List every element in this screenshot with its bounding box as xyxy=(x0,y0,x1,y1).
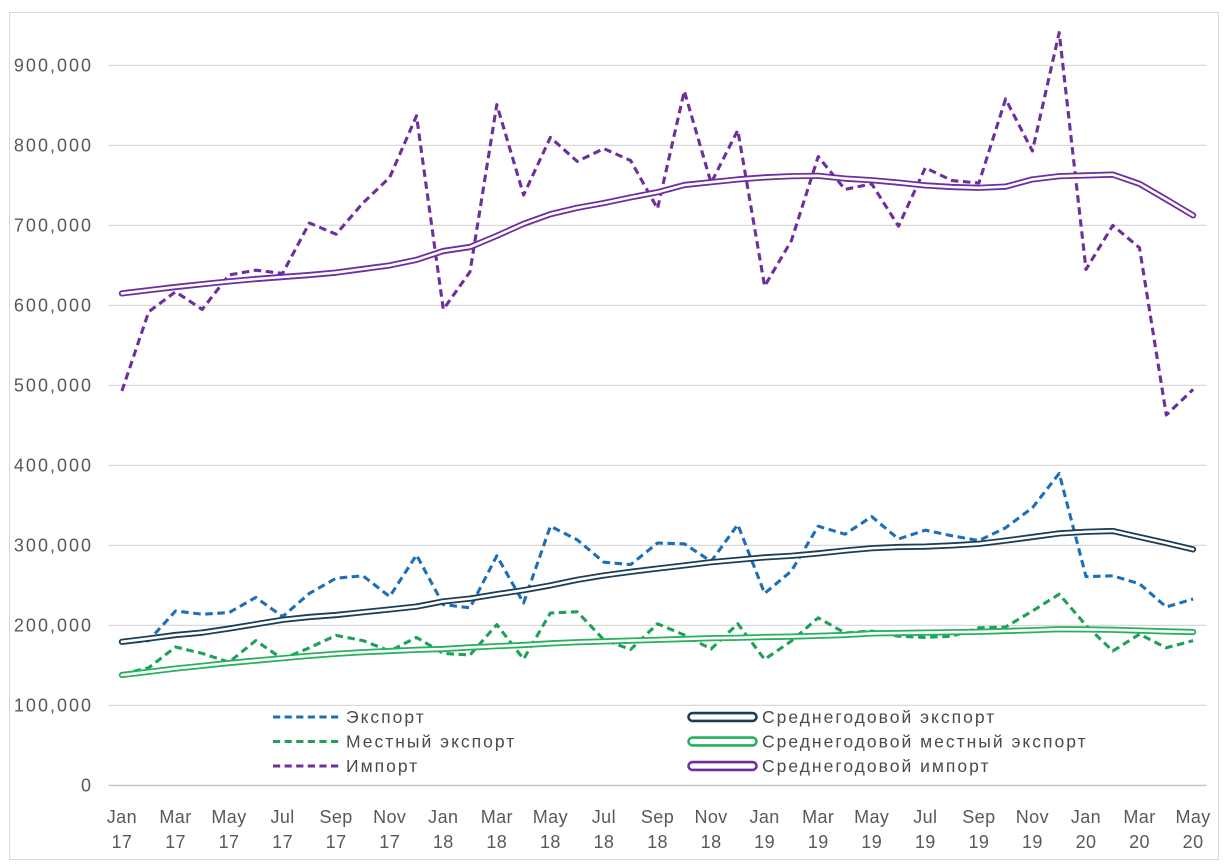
svg-text:20: 20 xyxy=(1076,832,1097,852)
svg-text:Jul: Jul xyxy=(913,807,937,827)
svg-text:18: 18 xyxy=(433,832,454,852)
svg-text:Jan: Jan xyxy=(749,807,779,827)
svg-text:900,000: 900,000 xyxy=(14,56,93,76)
svg-text:500,000: 500,000 xyxy=(14,376,93,396)
svg-text:20: 20 xyxy=(1183,832,1204,852)
svg-text:100,000: 100,000 xyxy=(14,696,93,716)
svg-text:200,000: 200,000 xyxy=(14,616,93,636)
svg-text:18: 18 xyxy=(540,832,561,852)
svg-text:400,000: 400,000 xyxy=(14,456,93,476)
svg-text:17: 17 xyxy=(165,832,186,852)
svg-text:Среднегодовой импорт: Среднегодовой импорт xyxy=(762,756,990,776)
svg-text:May: May xyxy=(1175,807,1210,827)
svg-text:20: 20 xyxy=(1129,832,1150,852)
svg-text:Jan: Jan xyxy=(1071,807,1101,827)
svg-text:Mar: Mar xyxy=(159,807,191,827)
svg-text:19: 19 xyxy=(915,832,936,852)
svg-text:17: 17 xyxy=(111,832,132,852)
svg-text:Jul: Jul xyxy=(592,807,616,827)
svg-text:17: 17 xyxy=(272,832,293,852)
svg-text:18: 18 xyxy=(701,832,722,852)
svg-text:Nov: Nov xyxy=(373,807,406,827)
svg-text:Jul: Jul xyxy=(270,807,294,827)
svg-text:18: 18 xyxy=(647,832,668,852)
svg-text:0: 0 xyxy=(81,776,93,796)
svg-text:Sep: Sep xyxy=(962,807,995,827)
svg-text:May: May xyxy=(211,807,246,827)
svg-text:19: 19 xyxy=(968,832,989,852)
svg-text:Среднегодовой местный экспорт: Среднегодовой местный экспорт xyxy=(762,732,1088,752)
svg-text:Местный экспорт: Местный экспорт xyxy=(346,732,516,752)
svg-text:Импорт: Импорт xyxy=(346,756,419,776)
svg-text:Jan: Jan xyxy=(428,807,458,827)
svg-text:19: 19 xyxy=(1022,832,1043,852)
svg-text:300,000: 300,000 xyxy=(14,536,93,556)
svg-text:19: 19 xyxy=(861,832,882,852)
svg-text:Mar: Mar xyxy=(802,807,834,827)
svg-text:700,000: 700,000 xyxy=(14,216,93,236)
svg-text:Sep: Sep xyxy=(641,807,674,827)
svg-text:17: 17 xyxy=(379,832,400,852)
svg-text:800,000: 800,000 xyxy=(14,136,93,156)
svg-text:Экспорт: Экспорт xyxy=(346,707,426,727)
svg-text:Sep: Sep xyxy=(319,807,352,827)
svg-text:600,000: 600,000 xyxy=(14,296,93,316)
svg-text:Jan: Jan xyxy=(107,807,137,827)
svg-text:17: 17 xyxy=(219,832,240,852)
svg-text:17: 17 xyxy=(326,832,347,852)
svg-text:18: 18 xyxy=(486,832,507,852)
svg-text:Mar: Mar xyxy=(1123,807,1155,827)
svg-text:18: 18 xyxy=(593,832,614,852)
svg-text:Среднегодовой экспорт: Среднегодовой экспорт xyxy=(762,707,996,727)
svg-text:Nov: Nov xyxy=(694,807,727,827)
svg-text:Nov: Nov xyxy=(1016,807,1049,827)
svg-text:Mar: Mar xyxy=(481,807,513,827)
svg-text:May: May xyxy=(854,807,889,827)
svg-text:19: 19 xyxy=(754,832,775,852)
svg-text:May: May xyxy=(533,807,568,827)
svg-text:19: 19 xyxy=(808,832,829,852)
